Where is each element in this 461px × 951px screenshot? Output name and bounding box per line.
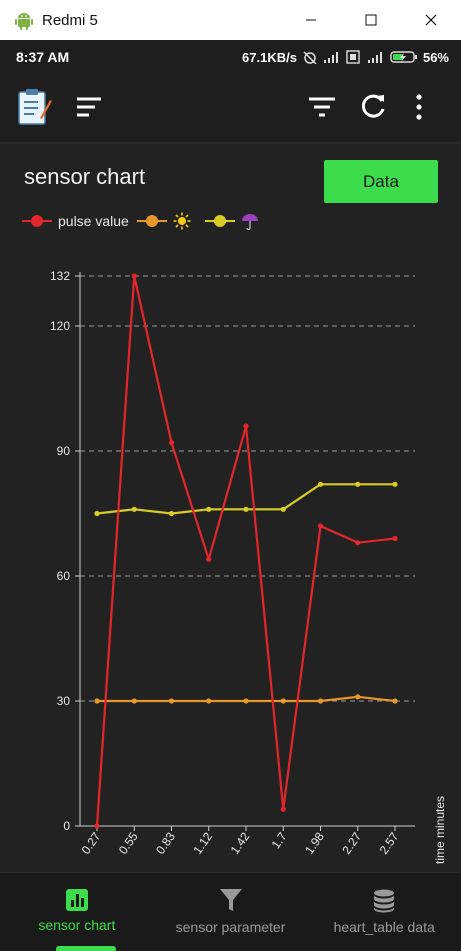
data-point (131, 698, 137, 704)
nav-heart-table-data[interactable]: heart_table data (307, 873, 461, 951)
legend-swatch-yellow (204, 215, 235, 227)
x-tick-label: 1.7 (269, 829, 290, 851)
data-point (94, 698, 100, 704)
maximize-button[interactable] (341, 0, 401, 40)
x-tick-label: 1.42 (228, 829, 253, 856)
legend-label-pulse: pulse value (58, 213, 129, 229)
nav-label-sensor-chart: sensor chart (38, 917, 116, 933)
window-title-bar: Redmi 5 (0, 0, 461, 40)
app-bar-divider (0, 142, 461, 144)
data-point (243, 506, 249, 512)
legend-swatch-orange (136, 215, 167, 227)
data-point (317, 523, 324, 529)
network-speed: 67.1KB/s (242, 49, 297, 65)
legend-swatch-red (22, 215, 52, 227)
data-point (168, 510, 175, 517)
data-point (131, 273, 137, 279)
legend-item-sun[interactable] (136, 212, 197, 230)
nav-label-sensor-parameter: sensor parameter (175, 919, 286, 935)
y-tick-label: 60 (57, 569, 71, 583)
volte-icon (346, 50, 360, 64)
data-point (355, 694, 361, 700)
data-point (355, 540, 361, 546)
data-point (317, 698, 324, 704)
page-title: sensor chart (24, 164, 146, 189)
nav-sensor-parameter[interactable]: sensor parameter (154, 873, 308, 951)
signal-4g-icon (367, 52, 382, 63)
more-options-icon[interactable] (414, 92, 424, 122)
x-tick-label: 1.12 (190, 829, 215, 856)
filter-funnel-icon (219, 889, 242, 911)
x-tick-label: 0.83 (153, 829, 178, 856)
legend-item-pulse[interactable]: pulse value (22, 213, 129, 229)
signal-icon (323, 52, 338, 63)
battery-charging-icon (390, 51, 417, 63)
app-logo-icon[interactable] (16, 88, 52, 126)
data-point (94, 823, 100, 829)
series-line (95, 274, 396, 827)
database-icon (374, 889, 395, 913)
data-point (243, 423, 249, 429)
battery-percent: 56% (422, 49, 449, 65)
x-tick-label: 0.55 (116, 829, 141, 856)
sun-icon (173, 212, 191, 230)
chart-legend: pulse value (22, 212, 273, 230)
alarm-off-icon (303, 51, 317, 64)
minimize-button[interactable] (281, 0, 341, 40)
nav-label-heart-table-data: heart_table data (333, 919, 435, 935)
active-nav-indicator (56, 946, 116, 951)
legend-item-umbrella[interactable] (204, 212, 265, 230)
nav-sensor-chart[interactable]: sensor chart (0, 873, 154, 951)
bottom-navigation: sensor chart sensor parameter heart_tabl… (0, 872, 461, 951)
umbrella-icon (241, 214, 258, 230)
sort-menu-icon[interactable] (76, 96, 102, 118)
status-time: 8:37 AM (16, 49, 70, 65)
x-axis-title: time minutes (433, 796, 447, 864)
data-point (355, 481, 361, 487)
data-point (280, 506, 286, 512)
data-point (280, 806, 286, 812)
y-tick-label: 0 (63, 819, 70, 833)
close-button[interactable] (401, 0, 461, 40)
y-tick-label: 30 (57, 694, 71, 708)
data-point (131, 506, 137, 512)
x-tick-label: 1.98 (302, 829, 327, 856)
android-icon (15, 13, 33, 30)
data-button[interactable]: Data (324, 160, 438, 203)
window-title: Redmi 5 (42, 11, 98, 29)
maximize-icon (365, 14, 377, 26)
y-tick-label: 132 (50, 269, 70, 283)
data-point (317, 481, 324, 487)
filter-icon[interactable] (308, 96, 336, 118)
data-point (168, 440, 175, 446)
data-point (280, 698, 286, 704)
data-point (206, 556, 212, 562)
x-tick-label: 2.57 (377, 829, 402, 856)
data-point (206, 698, 212, 704)
data-point (392, 481, 398, 487)
data-point (168, 698, 175, 704)
y-tick-label: 120 (50, 319, 70, 333)
status-bar: 8:37 AM 67.1KB/s 56% (0, 40, 461, 74)
x-tick-label: 2.27 (339, 829, 364, 856)
sensor-line-chart: 0 30 60 90 120 132 0.27 0.55 0.83 1.12 1.42 1.7 1.98… (50, 269, 447, 864)
minimize-icon (306, 19, 316, 21)
data-point (392, 698, 398, 704)
app-bar (0, 74, 461, 142)
y-tick-label: 90 (57, 444, 71, 458)
main-content: sensor chart Data pulse value (0, 144, 461, 872)
data-point (243, 698, 249, 704)
refresh-icon[interactable] (358, 92, 388, 122)
x-tick-label: 0.27 (79, 829, 104, 856)
bar-chart-icon (65, 889, 88, 911)
data-point (392, 535, 398, 542)
data-point (94, 510, 100, 517)
data-point (206, 506, 212, 512)
close-icon (425, 14, 437, 26)
